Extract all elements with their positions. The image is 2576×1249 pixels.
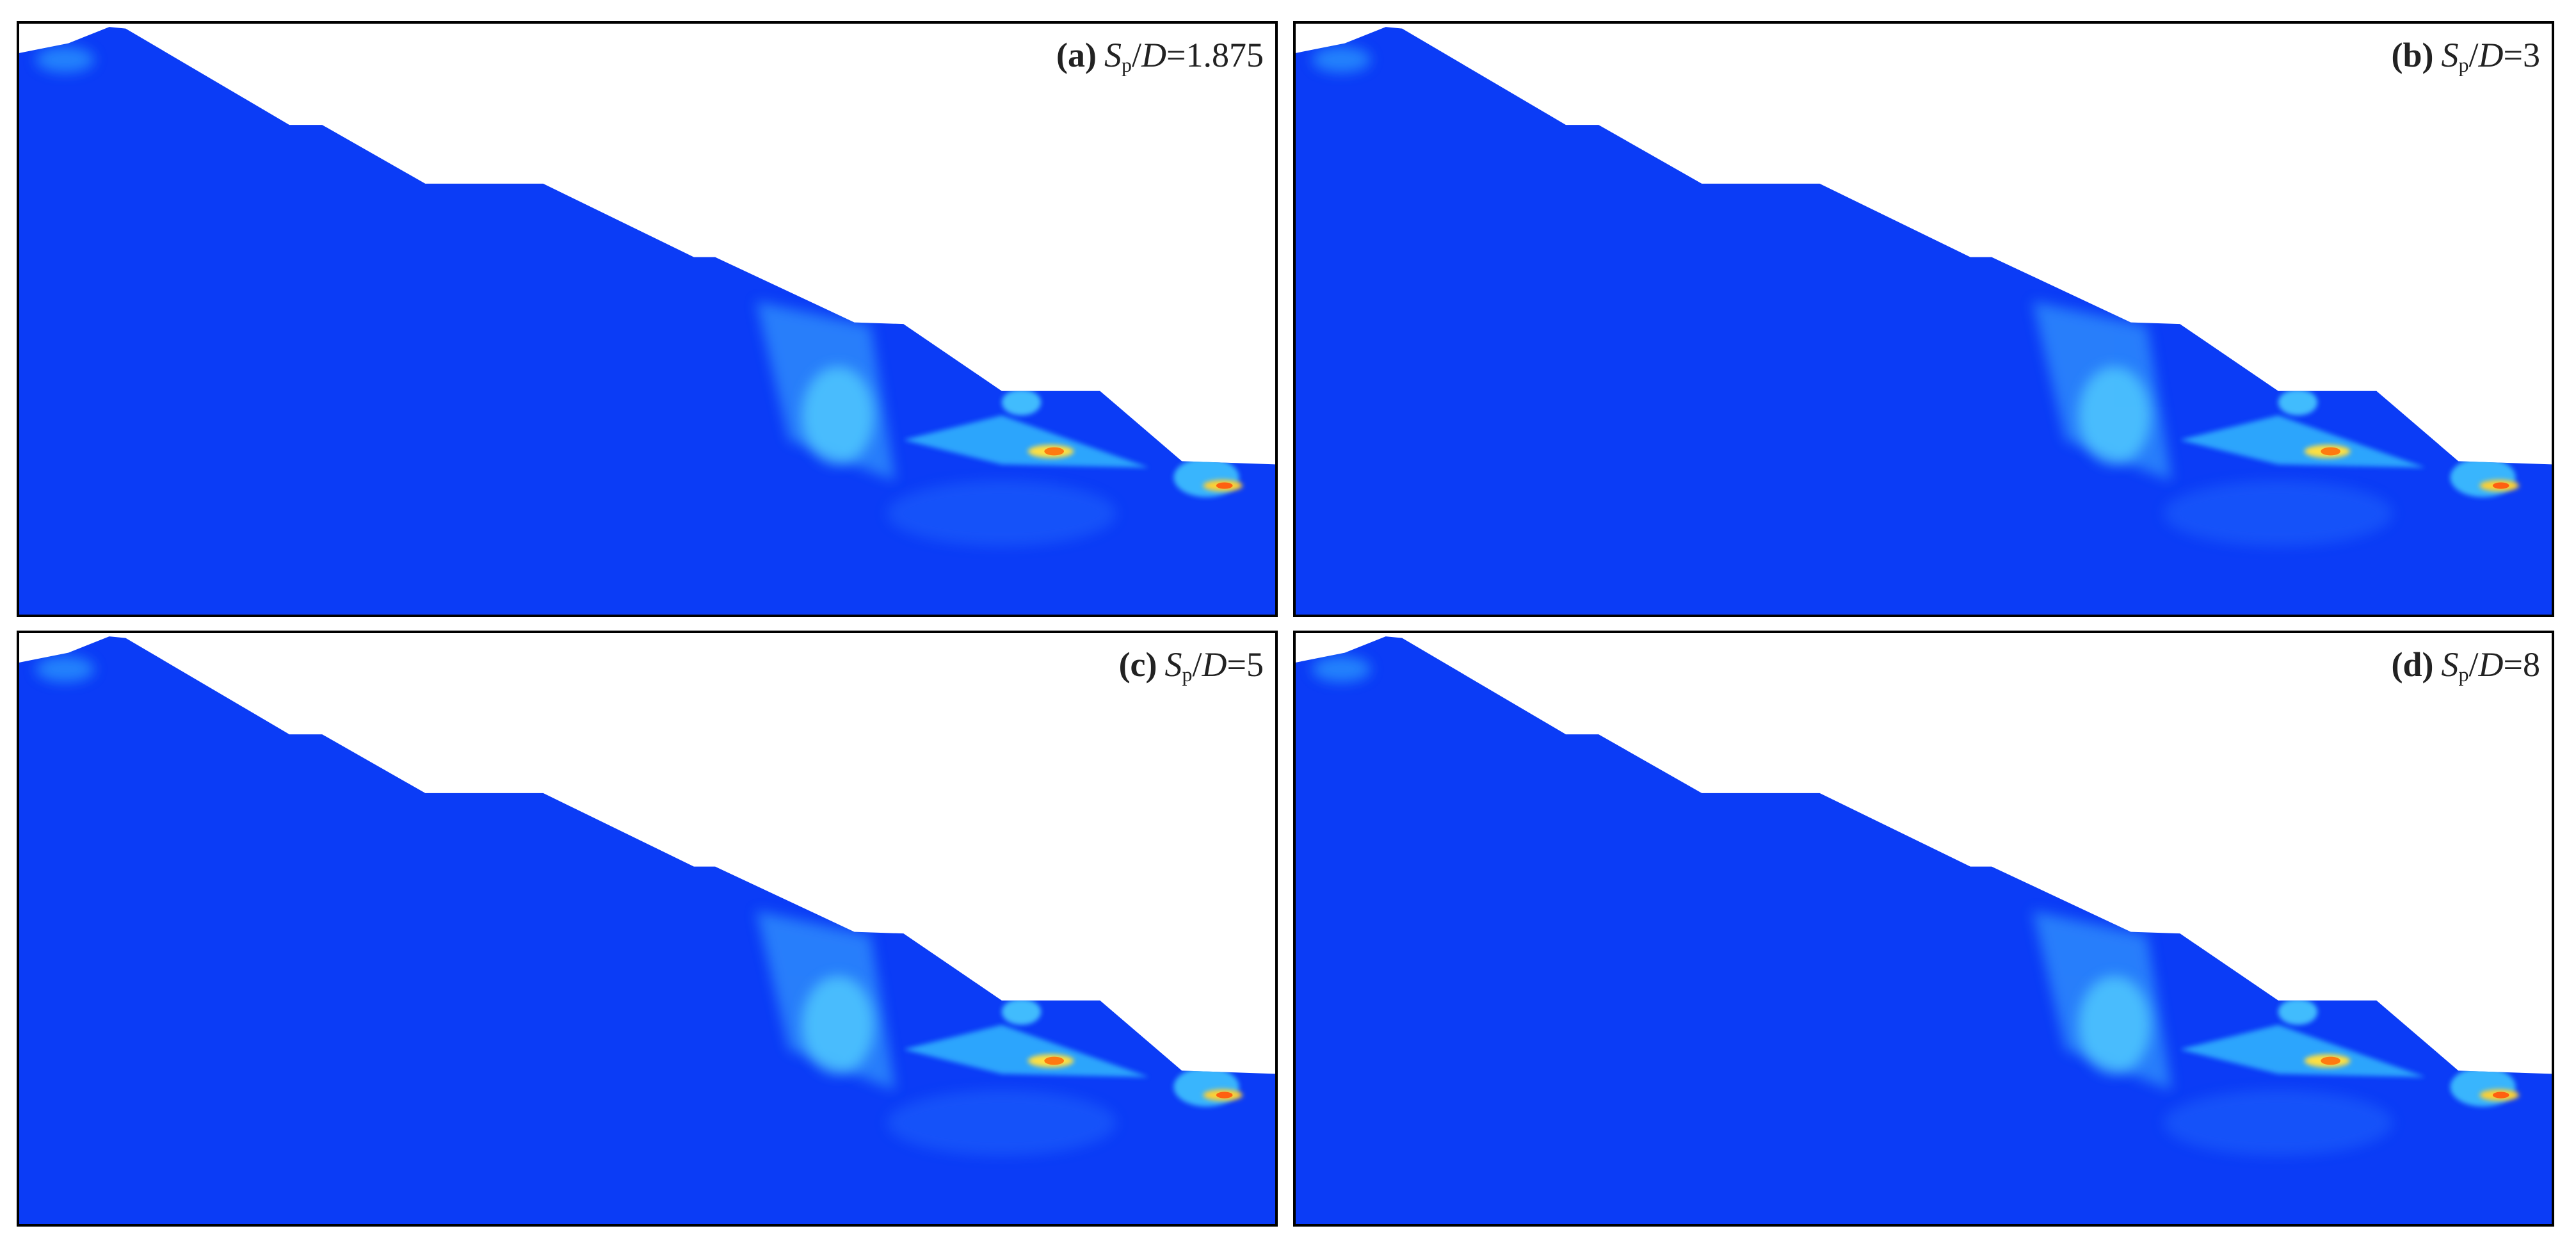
label-part: D [1202, 645, 1227, 684]
contour-plot [1296, 636, 2552, 1224]
label-part: =3 [2503, 36, 2540, 74]
label-part: p [1182, 663, 1193, 686]
hotspots [1312, 46, 2519, 546]
hotspots [35, 46, 1243, 546]
label-part: S [1104, 36, 1122, 74]
slope-body [19, 27, 1275, 615]
label-part: p [2458, 663, 2469, 686]
label-part: S [2441, 36, 2459, 74]
label-part: (c) [1118, 645, 1157, 684]
panel: (b) Sp/D=3 [1293, 21, 2554, 617]
label-part: S [1164, 645, 1182, 684]
label-part: (d) [2391, 645, 2434, 684]
label-part: D [2478, 645, 2504, 684]
label-part: / [1192, 645, 1202, 684]
hotspots [1312, 656, 2519, 1156]
label-part: / [2468, 36, 2479, 74]
panel-label: (c) Sp/D=5 [1119, 645, 1264, 686]
slope-body [1296, 636, 2552, 1224]
label-part: D [1141, 36, 1167, 74]
slope-body [1296, 27, 2552, 615]
label-part: p [1122, 53, 1132, 76]
label-part: S [2441, 645, 2459, 684]
panel: (a) Sp/D=1.875 [17, 21, 1278, 617]
label-part: =5 [1227, 645, 1264, 684]
label-part: =8 [2503, 645, 2540, 684]
panel: (c) Sp/D=5 [17, 631, 1278, 1227]
contour-plot [19, 636, 1275, 1224]
slope-body [19, 636, 1275, 1224]
panel-label: (a) Sp/D=1.875 [1056, 35, 1264, 77]
label-part: p [2458, 53, 2469, 76]
label-part: (a) [1056, 36, 1097, 74]
panel: (d) Sp/D=8 [1293, 631, 2554, 1227]
label-part: / [2468, 645, 2479, 684]
label-part: (b) [2391, 36, 2434, 74]
hotspots [35, 656, 1243, 1156]
panel-label: (b) Sp/D=3 [2392, 35, 2540, 77]
contour-plot [19, 27, 1275, 615]
label-part: D [2478, 36, 2504, 74]
panel-label: (d) Sp/D=8 [2392, 645, 2540, 686]
label-part: =1.875 [1166, 36, 1264, 74]
contour-plot [1296, 27, 2552, 615]
label-part: / [1132, 36, 1142, 74]
